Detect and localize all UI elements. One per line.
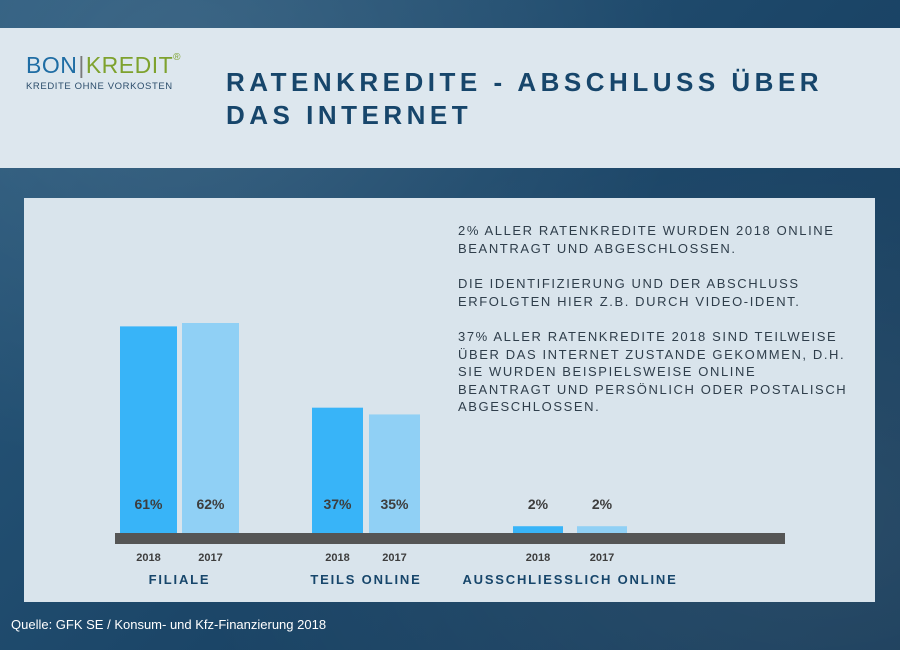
bar-1-2017 — [182, 323, 239, 533]
info-paragraph-3: 37% aller Ratenkredite 2018 sind teilwei… — [458, 329, 848, 414]
year-tick-label-3-2018: 2018 — [526, 552, 550, 564]
bar-3-2017 — [577, 526, 627, 533]
info-text: 2% aller Ratenkredite wurden 2018 online… — [458, 222, 853, 434]
logo-wordmark: BON|KREDIT® — [26, 52, 206, 79]
page-title: Ratenkredite - Abschluss über das Intern… — [226, 67, 824, 130]
logo-kredit: KREDIT — [85, 52, 174, 78]
logo-tagline: KREDITE OHNE VORKOSTEN — [26, 81, 173, 92]
brand-logo: BON|KREDIT® KREDITE OHNE VORKOSTEN — [26, 52, 206, 92]
year-tick-label-3-2017: 2017 — [590, 552, 614, 564]
value-label-1-2017: 62% — [196, 496, 225, 512]
year-tick-label-1-2017: 2017 — [198, 552, 222, 564]
category-label-2: TEILS ONLINE — [310, 572, 421, 587]
bar-2-2018 — [312, 407, 363, 533]
info-paragraph-1: 2% aller Ratenkredite wurden 2018 online… — [458, 223, 835, 256]
value-label-2-2017: 35% — [380, 496, 409, 512]
source-note: Quelle: GFK SE / Konsum- und Kfz-Finanzi… — [11, 617, 327, 632]
value-label-3-2018: 2% — [528, 496, 549, 512]
category-label-1: FILIALE — [149, 572, 211, 587]
info-paragraph-2: Die Identifizierung und der Abschluss er… — [458, 276, 801, 309]
value-label-1-2018: 61% — [134, 496, 163, 512]
logo-bon: BON — [26, 52, 78, 78]
value-label-3-2017: 2% — [592, 496, 613, 512]
bar-3-2018 — [513, 526, 563, 533]
bar-2-2017 — [369, 414, 420, 533]
year-tick-label-1-2018: 2018 — [136, 552, 160, 564]
logo-separator: | — [78, 52, 85, 78]
logo-registered-mark: ® — [173, 52, 182, 63]
value-label-2-2018: 37% — [323, 496, 352, 512]
year-tick-label-2-2017: 2017 — [382, 552, 406, 564]
x-axis-bar — [115, 533, 785, 544]
bar-1-2018 — [120, 326, 177, 533]
category-label-3: AUSSCHLIESSLICH ONLINE — [462, 572, 677, 587]
header-band — [0, 28, 900, 168]
year-tick-label-2-2018: 2018 — [325, 552, 349, 564]
